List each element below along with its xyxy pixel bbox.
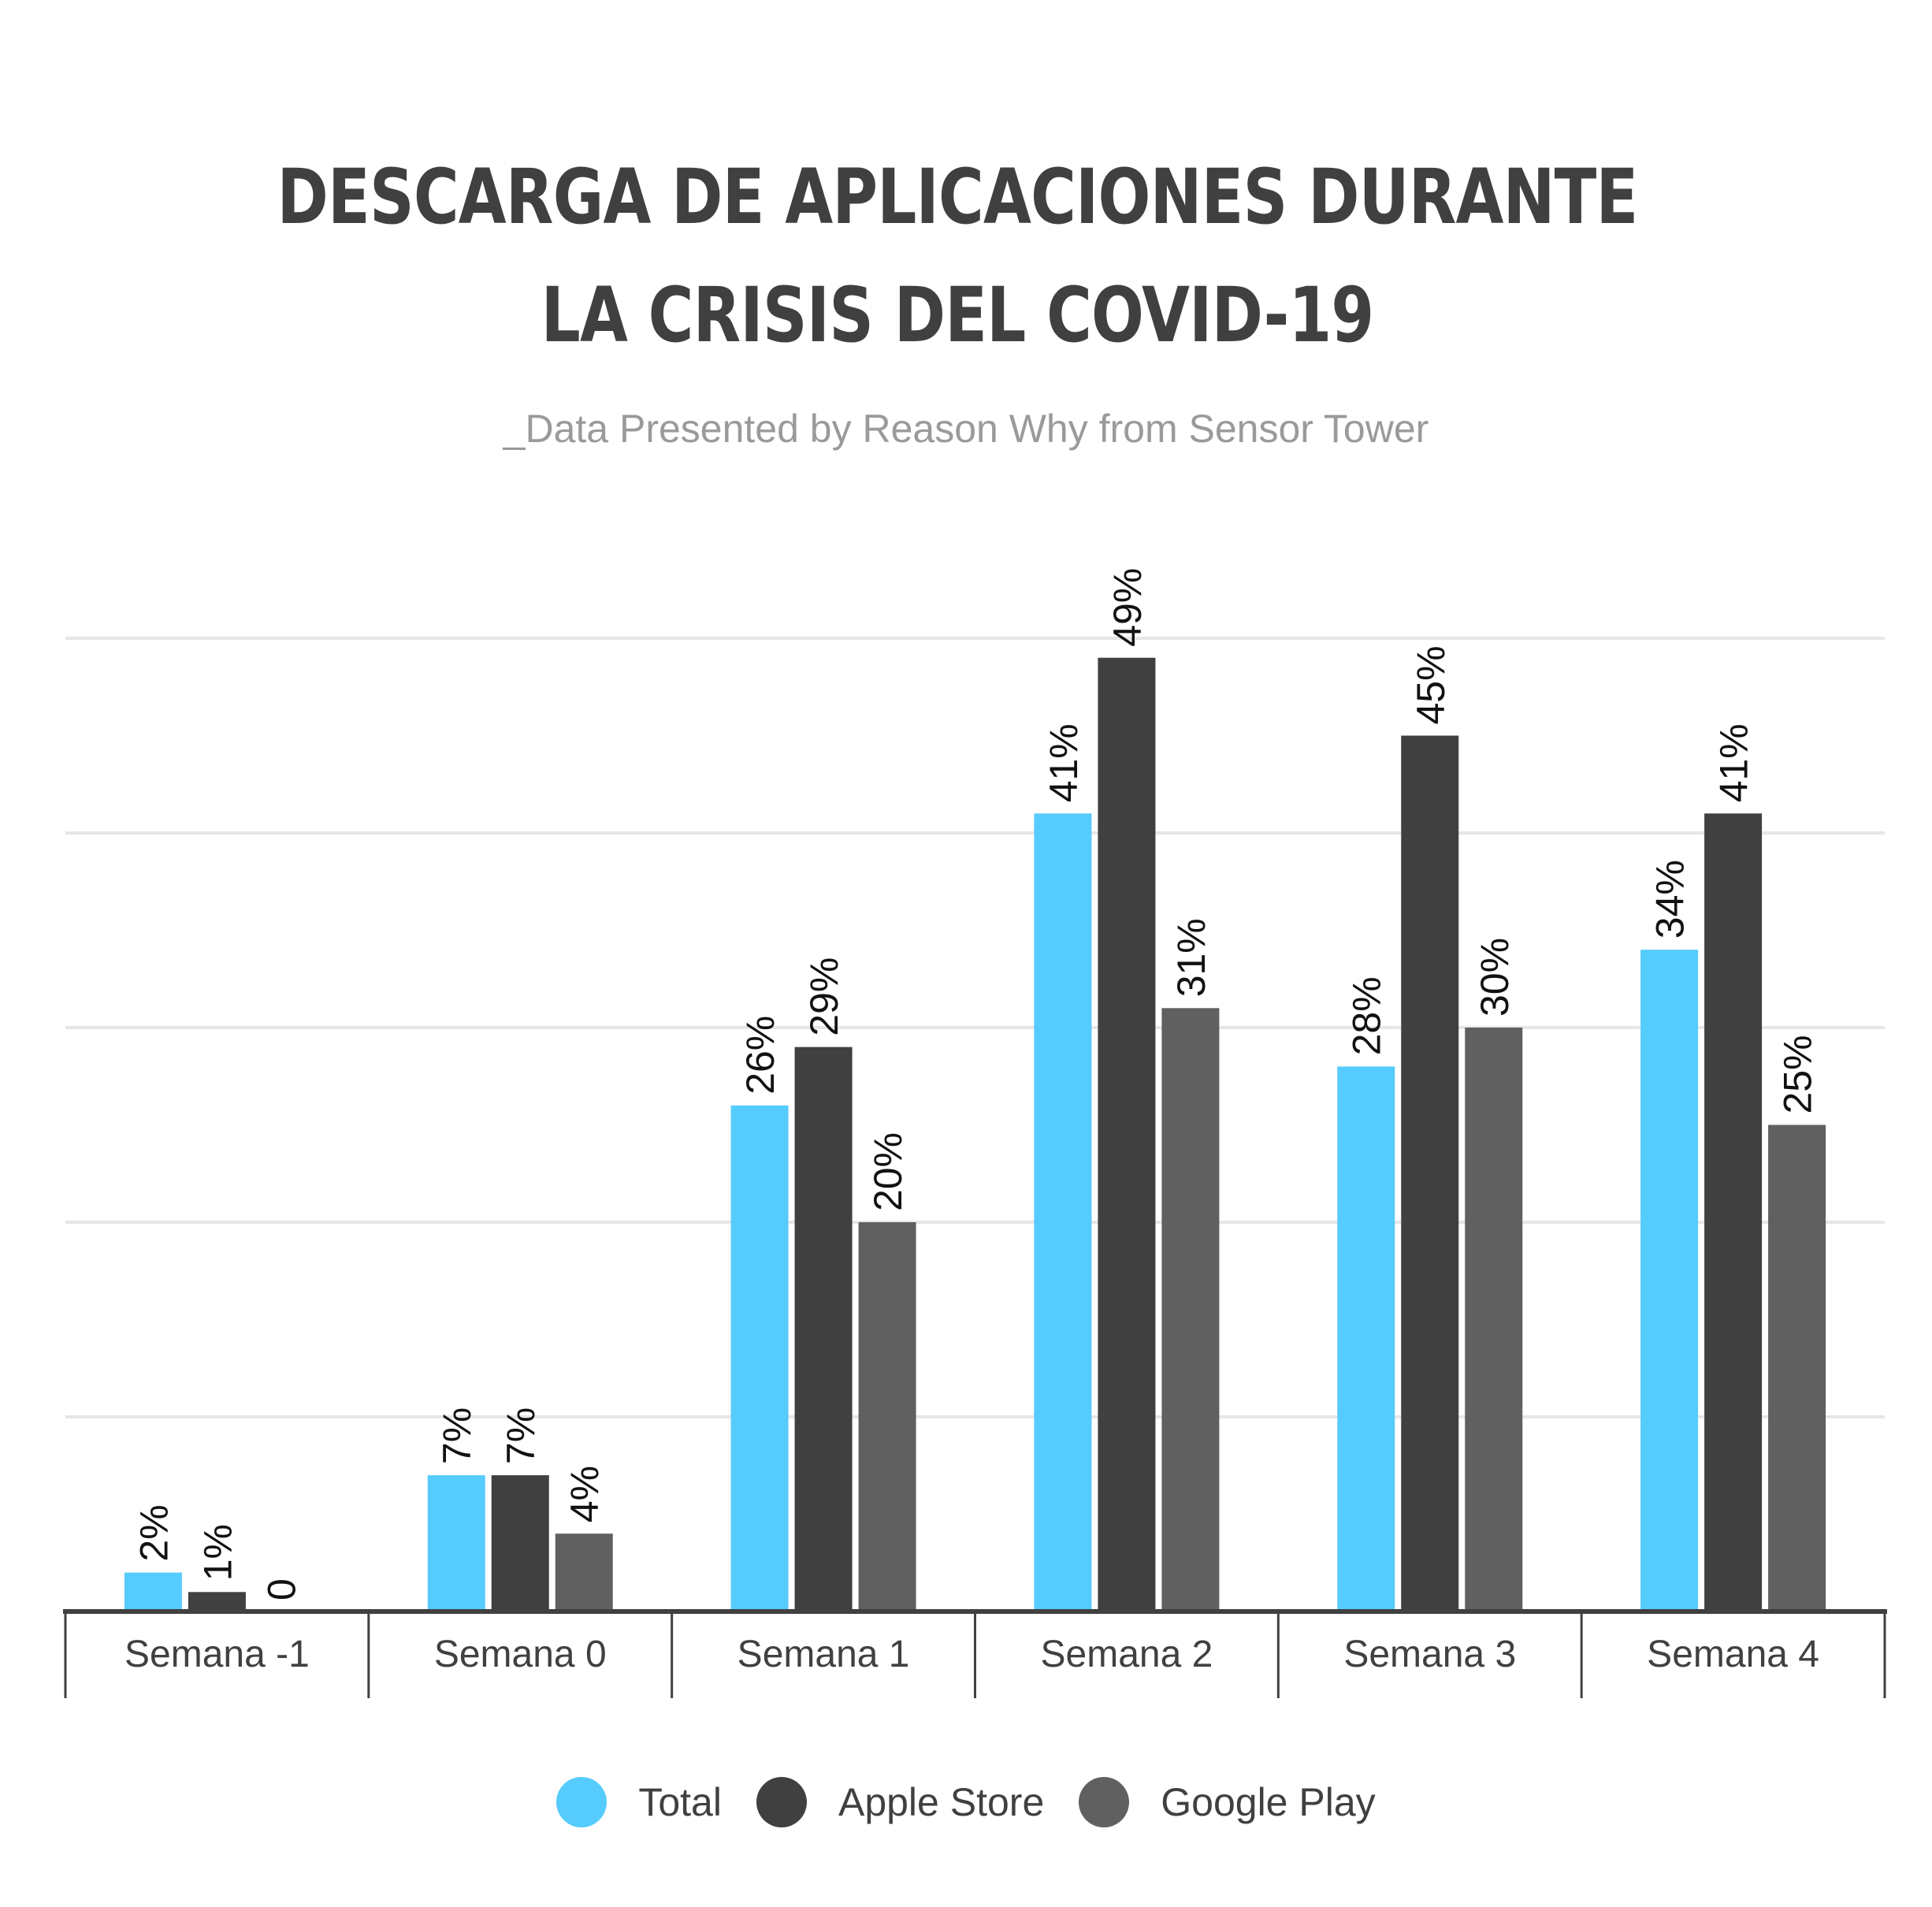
- bar: [124, 1572, 182, 1611]
- legend-swatch-apple-store: [756, 1777, 807, 1827]
- tick-label: Semana 0: [434, 1634, 607, 1675]
- bar: [1098, 657, 1156, 1612]
- legend-item-google-play: Google Play: [1079, 1777, 1376, 1827]
- legend-label-google-play: Google Play: [1161, 1780, 1376, 1824]
- data-label: 26%: [738, 1016, 782, 1095]
- bar: [1768, 1124, 1826, 1611]
- data-label: 45%: [1409, 645, 1453, 724]
- tick-label: Semana 4: [1647, 1634, 1819, 1675]
- bar: [1704, 813, 1763, 1611]
- data-label: 7%: [499, 1407, 543, 1464]
- bar: [1161, 1008, 1220, 1611]
- tick-label: Semana 2: [1041, 1634, 1213, 1675]
- data-label: 31%: [1169, 918, 1213, 997]
- data-label: 1%: [195, 1524, 240, 1581]
- tick-label: Semana 1: [738, 1634, 910, 1675]
- bar: [730, 1105, 789, 1611]
- data-label: 4%: [563, 1466, 607, 1522]
- tick-label: Semana 3: [1343, 1634, 1516, 1675]
- bar: [1465, 1028, 1523, 1611]
- data-label: 29%: [802, 957, 846, 1036]
- legend-label-apple-store: Apple Store: [838, 1780, 1045, 1824]
- data-label: 0: [259, 1578, 303, 1600]
- legend: Total Apple Store Google Play: [0, 1777, 1932, 1827]
- bar: [555, 1533, 613, 1611]
- data-label: 7%: [435, 1407, 479, 1464]
- data-label: 41%: [1042, 723, 1086, 802]
- tick-label: Semana -1: [124, 1634, 310, 1675]
- bar: [858, 1222, 916, 1611]
- legend-item-total: Total: [556, 1777, 722, 1827]
- chart-subtitle: _Data Presented by Reason Why from Senso…: [503, 407, 1429, 451]
- data-label: 34%: [1648, 860, 1692, 939]
- data-label: 30%: [1473, 938, 1517, 1017]
- chart-title: DESCARGA DE APLICACIONES DURANTE LA CRIS…: [277, 153, 1638, 359]
- data-label: 41%: [1712, 723, 1756, 802]
- bar: [794, 1046, 853, 1611]
- bar: [427, 1475, 485, 1611]
- data-label: 28%: [1345, 976, 1389, 1055]
- bar: [491, 1475, 549, 1611]
- bar: [1640, 950, 1699, 1611]
- bar: [1337, 1066, 1395, 1611]
- data-label: 20%: [866, 1132, 910, 1211]
- data-label: 49%: [1105, 568, 1150, 647]
- bar: [1401, 735, 1459, 1611]
- legend-swatch-total: [556, 1777, 607, 1827]
- data-label: 25%: [1776, 1035, 1820, 1113]
- bar: [188, 1592, 246, 1611]
- data-label: 2%: [132, 1504, 176, 1561]
- legend-label-total: Total: [638, 1780, 722, 1824]
- legend-swatch-google-play: [1079, 1777, 1130, 1827]
- legend-item-apple-store: Apple Store: [756, 1777, 1044, 1827]
- bar: [1034, 813, 1092, 1611]
